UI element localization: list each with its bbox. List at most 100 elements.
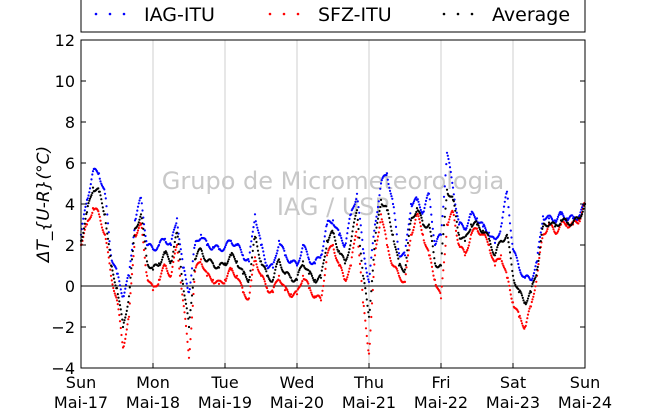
point <box>163 237 167 240</box>
point <box>553 222 556 225</box>
point <box>181 258 184 261</box>
point <box>519 317 522 320</box>
point <box>243 293 246 296</box>
point <box>97 213 101 216</box>
point <box>529 305 533 308</box>
point <box>130 254 133 257</box>
point <box>518 314 521 317</box>
point <box>193 246 196 249</box>
point <box>426 194 429 197</box>
point <box>374 219 377 222</box>
point <box>397 247 400 251</box>
point <box>361 288 364 291</box>
point <box>509 229 512 232</box>
point <box>368 272 371 275</box>
point <box>328 236 331 239</box>
point <box>295 290 298 293</box>
point <box>240 251 243 254</box>
point <box>406 241 410 245</box>
point <box>406 249 409 252</box>
point <box>376 205 380 209</box>
point <box>256 226 259 229</box>
point <box>469 233 473 236</box>
point <box>296 273 299 276</box>
point <box>211 278 215 281</box>
point <box>275 252 278 255</box>
point <box>538 235 542 239</box>
point <box>169 262 172 265</box>
point <box>130 273 134 276</box>
point <box>174 248 177 252</box>
point <box>172 260 175 264</box>
point <box>505 190 509 193</box>
point <box>411 203 414 206</box>
point <box>508 251 512 254</box>
point <box>417 200 420 203</box>
point <box>370 302 374 305</box>
point <box>430 220 434 223</box>
point <box>181 293 184 296</box>
point <box>254 236 257 239</box>
point <box>250 273 254 276</box>
point <box>526 299 529 302</box>
point <box>161 267 164 270</box>
point <box>432 251 435 254</box>
point <box>510 297 513 300</box>
point <box>430 265 434 268</box>
point <box>186 312 189 315</box>
point <box>211 280 214 283</box>
point <box>388 253 391 256</box>
point <box>165 251 168 254</box>
point <box>156 246 159 249</box>
point <box>337 261 340 264</box>
point <box>370 256 373 259</box>
point <box>140 202 143 205</box>
point <box>125 328 128 331</box>
point <box>235 260 239 263</box>
point <box>250 279 253 282</box>
point <box>81 222 84 225</box>
point <box>170 237 173 240</box>
point <box>322 284 325 288</box>
point <box>539 231 542 234</box>
point <box>360 279 363 283</box>
point <box>424 203 427 206</box>
point <box>346 256 349 259</box>
point <box>238 244 241 247</box>
point <box>124 283 128 286</box>
point <box>187 317 190 320</box>
point <box>320 269 323 272</box>
point <box>130 282 133 285</box>
point <box>493 264 497 267</box>
point <box>534 276 537 279</box>
point <box>298 269 301 272</box>
point <box>119 288 122 291</box>
point <box>190 294 194 297</box>
point <box>490 248 494 251</box>
point <box>555 219 558 222</box>
point <box>175 222 178 225</box>
point <box>205 270 208 273</box>
point <box>442 224 446 227</box>
point <box>538 253 541 256</box>
point <box>129 292 132 295</box>
point <box>508 214 511 217</box>
x-tick-date-1: Mai-18 <box>126 393 180 409</box>
series-average <box>79 186 587 329</box>
point <box>438 290 441 293</box>
point <box>223 246 227 249</box>
point <box>161 256 164 259</box>
point <box>144 264 147 267</box>
point <box>419 225 422 228</box>
point <box>481 229 485 232</box>
point <box>184 324 188 328</box>
point <box>117 308 120 311</box>
point <box>165 267 168 270</box>
point <box>183 294 186 297</box>
point <box>325 247 328 250</box>
point <box>141 222 144 225</box>
point <box>370 315 373 319</box>
point <box>113 281 116 284</box>
point <box>388 256 392 260</box>
point <box>457 223 461 226</box>
